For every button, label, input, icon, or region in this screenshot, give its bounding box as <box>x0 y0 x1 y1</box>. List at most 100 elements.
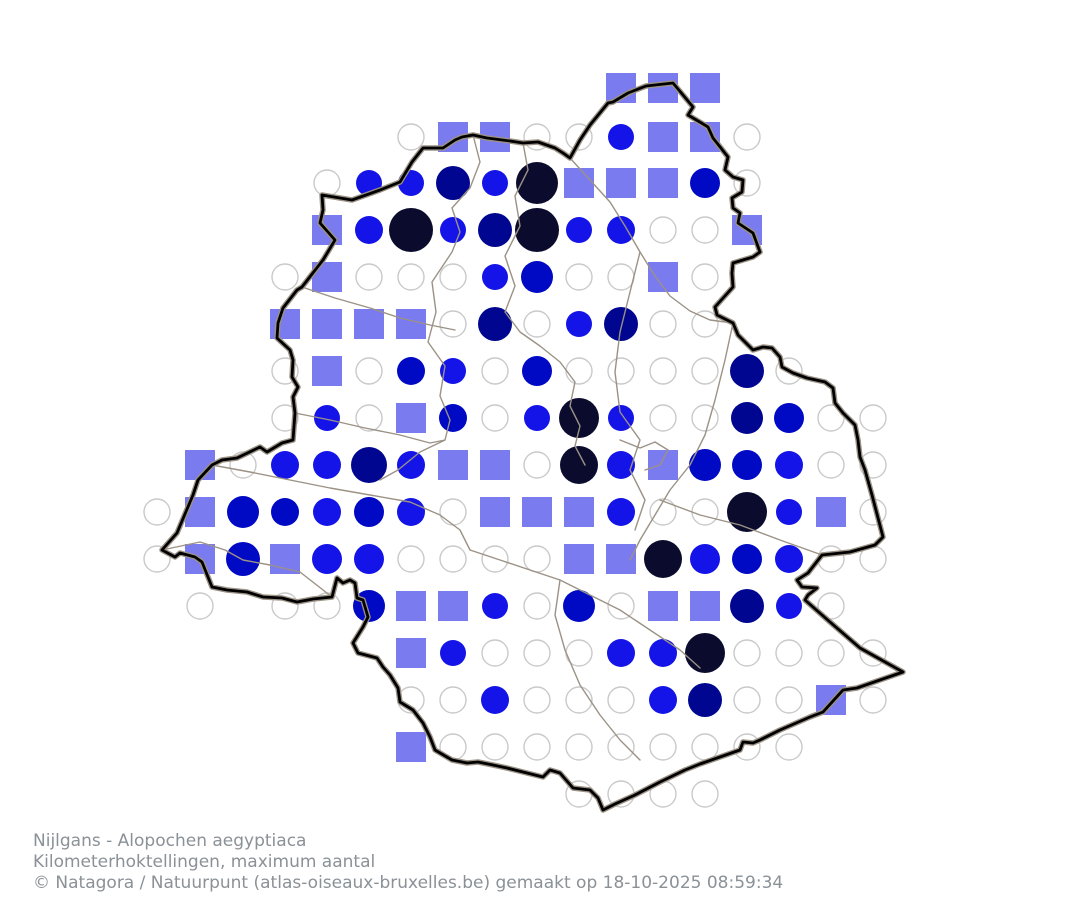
map-symbol-s <box>690 73 720 103</box>
map-symbol-w <box>523 639 551 667</box>
map-symbol-w <box>733 123 761 151</box>
map-symbol-b <box>355 216 383 244</box>
map-symbol-b <box>271 451 299 479</box>
map-symbol-n <box>351 447 387 483</box>
map-symbol-w <box>481 545 509 573</box>
map-symbol-w <box>143 545 171 573</box>
map-symbol-w <box>691 357 719 385</box>
municipal-border <box>504 142 586 466</box>
map-symbol-w <box>271 357 299 385</box>
map-symbol-w <box>481 639 509 667</box>
map-symbol-b <box>776 593 802 619</box>
map-symbol-b <box>440 217 466 243</box>
map-symbol-w <box>691 404 719 432</box>
map-symbol-b <box>607 451 635 479</box>
map-symbol-w <box>355 357 383 385</box>
map-symbol-b <box>607 498 635 526</box>
map-symbol-w <box>691 216 719 244</box>
map-symbol-k <box>559 398 599 438</box>
map-symbol-w <box>565 357 593 385</box>
map-symbol-n <box>478 307 512 341</box>
map-symbol-w <box>523 545 551 573</box>
map-symbol-d <box>732 450 762 480</box>
map-symbol-d <box>689 449 721 481</box>
map-symbol-b <box>649 686 677 714</box>
map-symbol-b <box>690 544 720 574</box>
map-symbol-s <box>564 544 594 574</box>
map-symbol-w <box>523 451 551 479</box>
municipal-border <box>554 579 641 761</box>
map-symbol-w <box>649 216 677 244</box>
map-symbol-w <box>649 498 677 526</box>
map-symbol-w <box>481 733 509 761</box>
map-symbol-w <box>271 592 299 620</box>
map-symbol-d <box>774 403 804 433</box>
map-symbol-w <box>523 686 551 714</box>
map-symbol-s <box>312 309 342 339</box>
map-symbol-w <box>691 263 719 291</box>
map-symbol-w <box>733 639 761 667</box>
map-symbol-n <box>604 307 638 341</box>
map-symbol-s <box>690 591 720 621</box>
map-symbol-n <box>436 166 470 200</box>
municipal-border <box>619 439 669 471</box>
map-symbol-k <box>560 446 598 484</box>
map-symbol-w <box>607 592 635 620</box>
map-symbol-b <box>440 640 466 666</box>
map-symbol-w <box>733 733 761 761</box>
map-symbol-b <box>313 451 341 479</box>
map-symbol-s <box>354 309 384 339</box>
grid-symbols-layer <box>143 73 887 808</box>
copyright-line: © Natagora / Natuurpunt (atlas-oiseaux-b… <box>33 873 784 893</box>
map-symbol-k <box>644 540 682 578</box>
map-symbol-w <box>649 310 677 338</box>
map-symbol-w <box>817 404 845 432</box>
municipal-border <box>629 322 734 561</box>
species-title: Nijlgans - Alopochen aegyptiaca <box>33 831 307 851</box>
map-symbol-b <box>775 545 803 573</box>
map-symbol-n <box>688 683 722 717</box>
map-symbol-w <box>313 169 341 197</box>
map-symbol-w <box>565 123 593 151</box>
map-symbol-b <box>481 686 509 714</box>
map-symbol-d <box>563 590 595 622</box>
map-symbol-w <box>649 733 677 761</box>
map-symbol-w <box>649 357 677 385</box>
map-symbol-w <box>439 498 467 526</box>
map-symbol-b <box>313 498 341 526</box>
map-symbol-k <box>727 492 767 532</box>
map-symbol-w <box>523 733 551 761</box>
map-symbol-w <box>271 263 299 291</box>
map-symbol-d <box>227 496 259 528</box>
municipal-border <box>614 251 646 531</box>
municipal-border <box>659 499 823 556</box>
map-symbol-w <box>817 639 845 667</box>
map-symbol-s <box>606 544 636 574</box>
map-symbol-d <box>354 497 384 527</box>
map-symbol-s <box>396 732 426 762</box>
map-symbol-b <box>566 217 592 243</box>
map-symbol-w <box>775 733 803 761</box>
map-symbol-n <box>730 354 764 388</box>
map-symbol-d <box>271 498 299 526</box>
map-symbol-s <box>648 73 678 103</box>
map-symbol-w <box>229 451 257 479</box>
map-symbol-w <box>859 451 887 479</box>
map-symbol-w <box>859 686 887 714</box>
map-symbol-s <box>270 544 300 574</box>
municipal-border <box>379 134 481 481</box>
map-symbol-w <box>565 686 593 714</box>
map-caption: Nijlgans - Alopochen aegyptiaca Kilomete… <box>33 831 783 894</box>
map-symbol-w <box>397 123 425 151</box>
map-symbol-b <box>608 405 634 431</box>
map-symbol-s <box>648 122 678 152</box>
map-symbol-b <box>775 451 803 479</box>
map-symbol-w <box>565 263 593 291</box>
map-symbol-d <box>439 404 467 432</box>
map-symbol-w <box>775 639 803 667</box>
municipal-border <box>301 286 456 331</box>
map-symbol-s <box>312 356 342 386</box>
map-symbol-w <box>523 123 551 151</box>
map-symbol-b <box>607 216 635 244</box>
